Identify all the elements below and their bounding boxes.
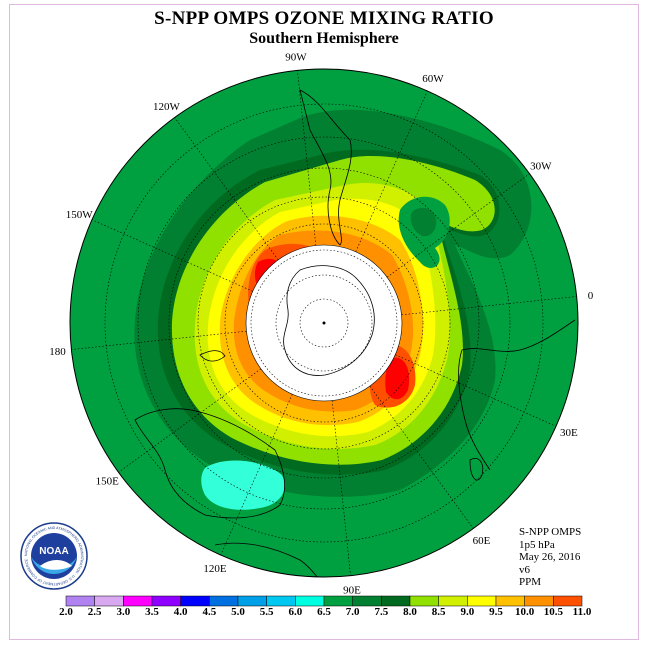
- colorbar-swatch: [123, 595, 153, 607]
- lon-label-0: 0: [588, 290, 594, 302]
- colorbar-label: 9.0: [460, 606, 475, 618]
- colorbar-label: 4.5: [202, 606, 217, 618]
- colorbar-swatch: [323, 595, 353, 607]
- colorbar-swatch: [209, 595, 239, 607]
- meridian-30w: [386, 173, 530, 278]
- coast-africa: [458, 319, 576, 471]
- coast-south-america: [299, 89, 352, 246]
- colorbar-label: 4.0: [173, 606, 188, 618]
- colorbar-swatch: [495, 595, 525, 607]
- lon-label-120e: 120E: [203, 563, 227, 575]
- meridian-60w: [355, 90, 428, 252]
- colorbar-swatch: [524, 595, 554, 607]
- info-date: May 26, 2016: [519, 551, 581, 563]
- colorbar-label: 6.0: [288, 606, 303, 618]
- figure-title: S-NPP OMPS OZONE MIXING RATIO: [154, 8, 494, 29]
- colorbar-swatch: [467, 595, 497, 607]
- colorbar-swatch: [438, 595, 468, 607]
- figure-subtitle: Southern Hemisphere: [249, 30, 399, 47]
- south-pole-dot: [322, 321, 326, 325]
- colorbar-swatch: [65, 595, 95, 607]
- meridian-90w: [297, 70, 317, 246]
- lon-label-30w: 30W: [530, 160, 552, 172]
- coast-new-zealand: [199, 350, 226, 362]
- colorbar-label: 5.0: [231, 606, 245, 618]
- lon-label-150w: 150W: [66, 209, 94, 221]
- field-max-east: [385, 357, 410, 400]
- coast-antarctica: [283, 265, 375, 376]
- meridian-150e: [118, 368, 262, 473]
- meridian-30e: [395, 354, 557, 427]
- coast-indonesia: [214, 542, 323, 577]
- lon-label-90e: 90E: [343, 585, 361, 597]
- info-units: PPM: [519, 576, 542, 588]
- lon-label-180: 180: [49, 346, 66, 358]
- colorbar-labels: 2.0 2.5 3.0 3.5 4.0 4.5 5.0 5.5 6.0 6.5 7.0 7.5 8.0 8…: [0, 606, 648, 620]
- colorbar-swatch: [553, 595, 583, 607]
- meridian-120w: [174, 117, 279, 261]
- colorbar-swatch: [266, 595, 296, 607]
- meridian-120e: [220, 394, 293, 556]
- colorbar-swatch: [151, 595, 181, 607]
- colorbar: [65, 595, 583, 607]
- colorbar-swatch: [237, 595, 267, 607]
- colorbar-label: 6.5: [317, 606, 331, 618]
- colorbar-swatch: [352, 595, 382, 607]
- field-loop-30w-inner: [410, 207, 437, 237]
- colorbar-swatch: [295, 595, 325, 607]
- noaa-logo: NOAA NATIONAL OCEANIC AND ATMOSPHERIC AD…: [20, 522, 88, 590]
- colorbar-label: 10.5: [543, 606, 563, 618]
- colorbar-label: 10.0: [515, 606, 535, 618]
- longitude-labels: 90W 60W 30W 0 30E 60E 90E 120E 150E 180 150W 120W: [49, 51, 594, 596]
- coast-australia: [134, 408, 285, 519]
- colorbar-label: 2.0: [59, 606, 73, 618]
- colorbar-label: 5.5: [259, 606, 274, 618]
- lon-label-150e: 150E: [96, 476, 120, 488]
- info-block: S-NPP OMPS 1p5 hPa May 26, 2016 v6 PPM: [519, 526, 581, 589]
- meridian-150w: [91, 219, 253, 292]
- lon-label-60e: 60E: [473, 535, 491, 547]
- colorbar-label: 2.5: [87, 606, 102, 618]
- colorbar-swatch: [94, 595, 124, 607]
- lon-label-90w: 90W: [285, 51, 307, 63]
- meridian-60e: [369, 385, 474, 529]
- lon-label-30e: 30E: [560, 427, 578, 439]
- colorbar-label: 7.0: [345, 606, 360, 618]
- colorbar-label: 8.5: [431, 606, 446, 618]
- info-level: 1p5 hPa: [519, 538, 555, 551]
- colorbar-label: 9.5: [489, 606, 503, 618]
- field-low-cyan: [201, 460, 285, 510]
- meridian-90e: [331, 400, 351, 576]
- meridian-0: [401, 296, 577, 316]
- meridian-180: [71, 330, 247, 350]
- meridian-lines: [71, 70, 577, 576]
- info-version: v6: [519, 563, 530, 576]
- coastlines: [134, 89, 576, 577]
- colorbar-label: 7.5: [374, 606, 389, 618]
- figure-frame: [9, 4, 639, 640]
- colorbar-swatch: [381, 595, 411, 607]
- logo-text: NOAA: [39, 546, 68, 557]
- colorbar-swatch: [409, 595, 439, 607]
- map-boundary: [69, 68, 579, 578]
- colorbar-label: 8.0: [403, 606, 417, 618]
- info-instrument: S-NPP OMPS: [519, 526, 582, 538]
- colorbar-label: 3.0: [116, 606, 131, 618]
- latitude-circles: [104, 103, 544, 543]
- colorbar-swatch: [180, 595, 210, 607]
- lon-label-120w: 120W: [153, 101, 181, 113]
- colorbar-label: 3.5: [145, 606, 159, 618]
- lon-label-60w: 60W: [422, 73, 444, 85]
- coast-madagascar: [469, 458, 484, 481]
- colorbar-label: 11.0: [572, 606, 592, 618]
